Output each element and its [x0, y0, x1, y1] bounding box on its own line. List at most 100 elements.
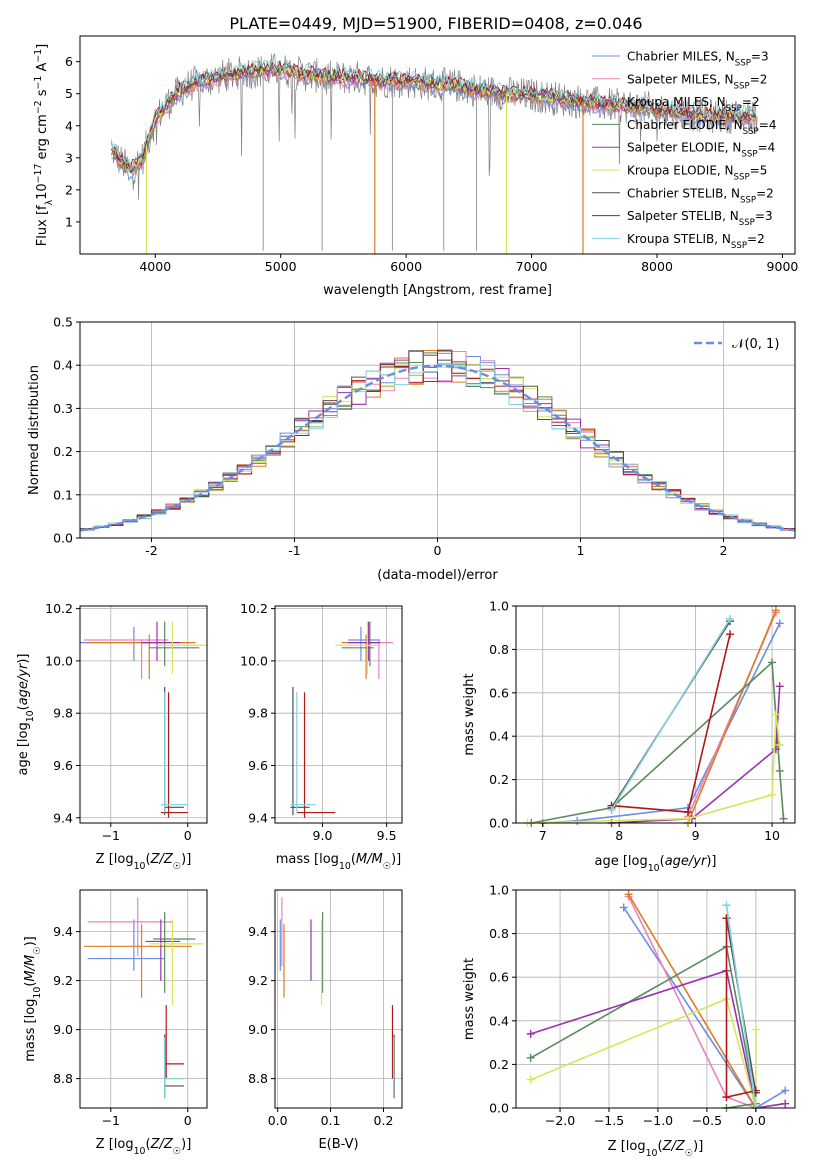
weight-point-Kroupa_ELODIE	[751, 1025, 760, 1034]
y-axis-label: age [log10(age/yr)]	[16, 653, 36, 775]
y-tick-label: 4	[65, 118, 73, 133]
y-tick-label: 0.4	[489, 1013, 509, 1028]
x-axis-label: (data-model)/error	[377, 568, 498, 583]
weight-point-Kroupa_STELIB	[722, 901, 731, 910]
weight-point-Salpeter_ELODIE	[771, 745, 780, 754]
y-tick-label: 0.8	[489, 642, 509, 657]
y-tick-label: 0.4	[53, 358, 73, 373]
y-tick-label: 0.0	[53, 531, 73, 546]
axes-frame	[515, 605, 796, 824]
weight-line-Kroupa_STELIB	[610, 618, 731, 811]
y-tick-label: 9.0	[248, 1022, 268, 1037]
weight-line-Chabrier_ELODIE	[531, 660, 785, 824]
x-tick-label: 0	[184, 1113, 192, 1128]
figure-title: PLATE=0449, MJD=51900, FIBERID=0408, z=0…	[229, 14, 642, 33]
axes-frame	[274, 889, 403, 1109]
y-tick-label: 0.8	[489, 926, 509, 941]
normal-curve	[79, 364, 796, 532]
y-tick-label: 5	[65, 86, 73, 101]
weight-point-Chabrier_ELODIE	[775, 766, 784, 775]
x-axis-label: Z [log10(Z/Z☉)]	[96, 852, 192, 872]
plot-area	[80, 621, 207, 818]
y-tick-label: 0.2	[489, 772, 509, 787]
model-spectrum-Chabrier_ELODIE	[111, 65, 757, 174]
y-tick-label: 9.2	[53, 973, 73, 988]
axes-frame	[79, 605, 208, 824]
weight-point-Salpeter_STELIB	[722, 1093, 731, 1102]
x-axis-label: wavelength [Angstrom, rest frame]	[323, 283, 552, 298]
axes-frame	[79, 35, 796, 255]
y-tick-label: 2	[65, 182, 73, 197]
y-tick-label: 9.8	[53, 706, 73, 721]
y-tick-label: 10.0	[45, 653, 73, 668]
weight-point-Kroupa_STELIB	[607, 805, 616, 814]
y-tick-label: 0.6	[489, 970, 509, 985]
model-spectrum-Kroupa_STELIB	[110, 58, 757, 172]
legend-label-Chabrier_STELIB: Chabrier STELIB, NSSP=2	[627, 186, 774, 205]
x-tick-label: 8000	[641, 259, 673, 274]
legend-label-Kroupa_MILES: Kroupa MILES, NSSP=2	[627, 95, 760, 114]
x-tick-label: 7000	[516, 259, 548, 274]
weight-point-Kroupa_ELODIE	[771, 710, 780, 719]
x-tick-label: 0	[184, 828, 192, 843]
weight-line-Kroupa_ELODIE	[530, 997, 757, 1109]
y-tick-label: 9.6	[53, 758, 73, 773]
y-tick-label: 9.0	[53, 1022, 73, 1037]
legend: Chabrier MILES, NSSP=3 Salpeter MILES, NS…	[592, 50, 776, 251]
x-tick-label: 0.0	[268, 1113, 288, 1128]
x-tick-label: 9000	[767, 259, 799, 274]
x-tick-label: 2	[720, 543, 728, 558]
y-tick-label: 0.1	[53, 487, 73, 502]
weight-point-Salpeter_ELODIE	[775, 682, 784, 691]
x-tick-label: 0.0	[746, 1113, 766, 1128]
x-axis-label: E(B-V)	[318, 1137, 358, 1152]
weight-point-Chabrier_MILES	[781, 1086, 790, 1095]
weight-point-Kroupa_MILES	[624, 890, 633, 899]
x-tick-label: 1	[577, 543, 585, 558]
x-axis-label: Z [log10(Z/Z☉)]	[608, 1139, 704, 1159]
y-tick-label: 1.0	[489, 599, 509, 614]
x-tick-label: 9.0	[313, 828, 333, 843]
weight-point-Chabrier_MILES	[775, 619, 784, 628]
x-tick-label: -2	[145, 543, 157, 558]
x-axis-label: mass [log10(M/M☉)]	[276, 852, 402, 872]
y-tick-label: 6	[65, 54, 73, 69]
panel-spectrum: 4000 5000 6000 7000 8000 9000 1 2 3 4 5 6 wavelength…	[33, 35, 799, 298]
panel-mass_EBV: 0.0 0.1 0.2 8.8 9.0 9.2 9.4 E(B-V)	[248, 889, 403, 1152]
legend-label-Salpeter_MILES: Salpeter MILES, NSSP=2	[627, 72, 767, 91]
weight-point-Kroupa_STELIB	[726, 615, 735, 624]
y-tick-label: 1	[65, 214, 73, 229]
y-tick-label: 9.2	[248, 973, 268, 988]
x-tick-label: −2.0	[545, 1113, 575, 1128]
y-tick-label: 0.0	[489, 1101, 509, 1116]
weight-point-Kroupa_ELODIE	[768, 790, 777, 799]
x-tick-label: 8	[615, 828, 623, 843]
weight-line-Chabrier_MILES	[542, 623, 781, 824]
weight-point-Chabrier_ELODIE	[768, 658, 777, 667]
y-tick-label: 0.0	[489, 816, 509, 831]
y-tick-label: 10.0	[240, 653, 268, 668]
panel-mass_Z: −1 0 8.8 9.0 9.2 9.4 Z [log10(Z/Z☉)] mass [log1…	[23, 889, 208, 1157]
y-axis-label: mass weight	[462, 958, 477, 1040]
y-axis-label: Normed distribution	[27, 365, 42, 495]
y-tick-label: 9.4	[53, 810, 73, 825]
y-tick-label: 9.4	[248, 810, 268, 825]
x-tick-label: −1	[102, 828, 120, 843]
legend-label-Salpeter_ELODIE: Salpeter ELODIE, NSSP=4	[627, 141, 775, 160]
weight-line-Kroupa_STELIB	[725, 905, 757, 1109]
panel-residuals: -2 -1 0 1 2 0.0 0.1 0.2 0.3 0.4 0.5 (data-model)/er…	[27, 315, 796, 583]
model-spectrum-Chabrier_MILES	[111, 71, 757, 182]
weight-line-Salpeter_ELODIE	[530, 969, 786, 1109]
y-tick-label: 9.8	[248, 706, 268, 721]
plot-area	[279, 897, 395, 1099]
y-tick-label: 10.2	[240, 601, 268, 616]
y-tick-label: 9.6	[248, 758, 268, 773]
y-tick-label: 0.2	[53, 444, 73, 459]
weight-line-Kroupa_MILES	[627, 893, 757, 1109]
legend-label-Chabrier_ELODIE: Chabrier ELODIE, NSSP=4	[627, 118, 776, 137]
weight-point-Kroupa_MILES	[771, 606, 780, 615]
y-tick-label: 0.2	[489, 1057, 509, 1072]
y-tick-label: 8.8	[248, 1071, 268, 1086]
y-tick-label: 3	[65, 150, 73, 165]
